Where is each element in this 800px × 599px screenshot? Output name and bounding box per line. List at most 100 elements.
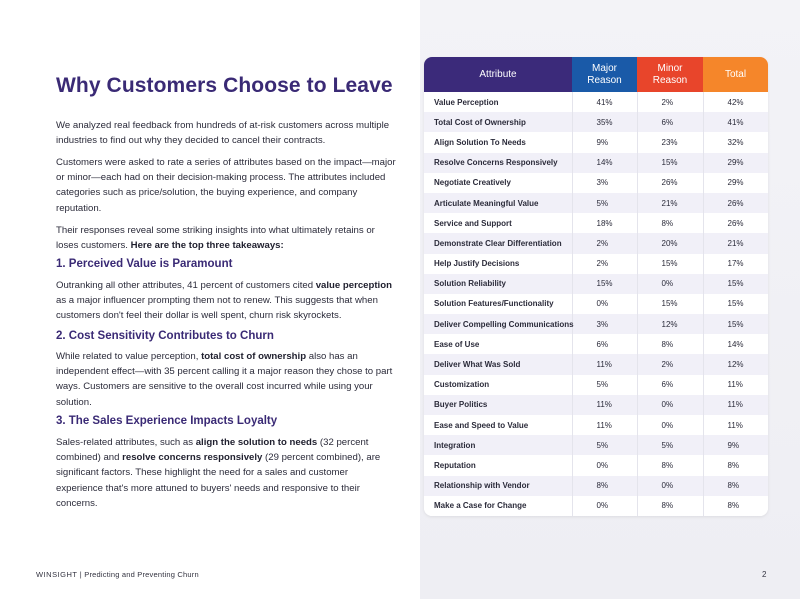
header-minor-line1: Minor [657,62,683,74]
cell-minor-reason: 6% [636,112,703,133]
table-header-row: Attribute Major Reason Minor Reason Total [424,57,768,92]
cell-minor-reason: 2% [636,92,703,113]
cell-minor-reason: 0% [636,475,703,496]
table-row: Deliver Compelling Communications 3% 12% 15… [424,314,768,335]
table-row: Service and Support 18% 8% 26% [424,213,768,234]
cell-total: 26% [702,213,768,234]
section-3-body: Sales-related attributes, such as align … [56,435,396,511]
section-2-title: 2. Cost Sensitivity Contributes to Churn [56,330,274,342]
cell-total: 11% [702,374,768,395]
cell-total: 14% [702,334,768,355]
footer-brand: WINSIGHT [36,570,78,579]
cell-major-reason: 18% [571,213,637,234]
header-major-reason: Major Reason [572,57,637,92]
table-row: Reputation 0% 8% 8% [424,455,768,476]
section-3-bold-a: align the solution to needs [195,437,318,448]
cell-major-reason: 41% [571,92,637,113]
table-row: Deliver What Was Sold 11% 2% 12% [424,354,768,375]
cell-minor-reason: 8% [636,213,703,234]
cell-minor-reason: 8% [636,495,703,516]
intro-paragraph-3-text: Their responses reveal some striking ins… [56,225,375,252]
cell-total: 26% [702,192,768,214]
cell-minor-reason: 6% [636,374,703,395]
cell-total: 8% [702,475,768,496]
cell-total: 15% [702,314,768,335]
footer-title: Predicting and Preventing Churn [84,570,199,579]
section-3-text-c: (29 percent combined), are significant f… [56,452,381,509]
cell-attribute: Service and Support [424,213,572,234]
cell-major-reason: 6% [571,334,637,355]
cell-attribute: Customization [424,374,572,395]
section-3-bold-b: resolve concerns responsively [122,452,263,464]
section-3-text-b: (32 percent combined) and [56,437,369,464]
table-row: Solution Features/Functionality 0% 15% 15% [424,293,768,315]
cell-attribute: Deliver What Was Sold [424,354,572,375]
cell-attribute: Value Perception [424,92,572,113]
cell-attribute: Reputation [424,455,572,476]
section-1-title: 1. Perceived Value is Paramount [56,258,233,270]
cell-major-reason: 35% [571,112,637,133]
page-number: 2 [762,570,767,579]
cell-total: 42% [702,92,768,113]
section-1-text-a: Outranking all other attributes, 41 perc… [56,280,316,291]
cell-major-reason: 0% [571,495,637,516]
cell-minor-reason: 21% [636,192,703,214]
cell-attribute: Relationship with Vendor [424,475,572,496]
cell-major-reason: 3% [571,172,637,193]
table-row: Buyer Politics 11% 0% 11% [424,394,768,415]
table-row: Integration 5% 5% 9% [424,435,768,456]
header-attribute: Attribute [424,57,572,92]
table-row: Customization 5% 6% 11% [424,374,768,395]
cell-major-reason: 8% [571,475,637,496]
cell-minor-reason: 8% [636,334,703,355]
cell-total: 41% [702,112,768,133]
cell-total: 11% [702,394,768,415]
table-body: Value Perception 41% 2% 42% Total Cost of Ow… [424,92,768,516]
cell-minor-reason: 0% [636,415,703,436]
cell-total: 15% [702,273,768,294]
cell-total: 12% [702,354,768,375]
table-row: Demonstrate Clear Differentiation 2% 20% 21… [424,233,768,254]
intro-paragraph-1: We analyzed real feedback from hundreds … [56,120,390,147]
table-row: Ease and Speed to Value 11% 0% 11% [424,415,768,436]
cell-attribute: Total Cost of Ownership [424,112,572,133]
cell-major-reason: 0% [571,293,637,315]
header-minor-reason: Minor Reason [637,57,703,92]
cell-minor-reason: 15% [636,152,703,173]
section-2-bold-a: total cost of ownership [201,351,307,362]
cell-total: 8% [702,495,768,516]
table-row: Ease of Use 6% 8% 14% [424,334,768,355]
cell-attribute: Make a Case for Change [424,495,572,516]
cell-total: 21% [702,233,768,254]
cell-minor-reason: 5% [636,435,703,456]
table-row: Total Cost of Ownership 35% 6% 41% [424,112,768,133]
cell-major-reason: 5% [571,374,637,395]
cell-attribute: Deliver Compelling Communications [424,314,574,335]
cell-minor-reason: 26% [636,172,703,193]
cell-attribute: Solution Reliability [424,273,572,294]
footer: WINSIGHT | Predicting and Preventing Chu… [36,570,199,579]
cell-total: 29% [702,172,768,193]
cell-total: 17% [702,253,768,274]
section-2-body: While related to value perception, total… [56,349,396,410]
header-major-line2: Reason [587,74,622,86]
cell-major-reason: 15% [571,273,637,294]
cell-minor-reason: 15% [636,293,703,315]
page-title: Why Customers Choose to Leave [56,74,393,97]
cell-minor-reason: 8% [636,455,703,476]
section-3-title: 3. The Sales Experience Impacts Loyalty [56,415,278,427]
cell-major-reason: 2% [571,253,637,274]
cell-major-reason: 5% [571,435,637,456]
header-major-line1: Major [591,62,617,74]
section-1-bold-a: value perception [315,280,392,291]
cell-attribute: Ease and Speed to Value [424,415,572,436]
section-1-text-b: as a major influencer prompting them not… [56,295,378,322]
cell-minor-reason: 23% [636,132,703,153]
cell-major-reason: 2% [571,233,637,254]
cell-attribute: Ease of Use [424,334,572,355]
cell-total: 29% [702,152,768,173]
cell-minor-reason: 0% [636,394,703,415]
footer-separator: | [79,570,82,579]
cell-total: 15% [702,293,768,315]
table-row: Help Justify Decisions 2% 15% 17% [424,253,768,274]
